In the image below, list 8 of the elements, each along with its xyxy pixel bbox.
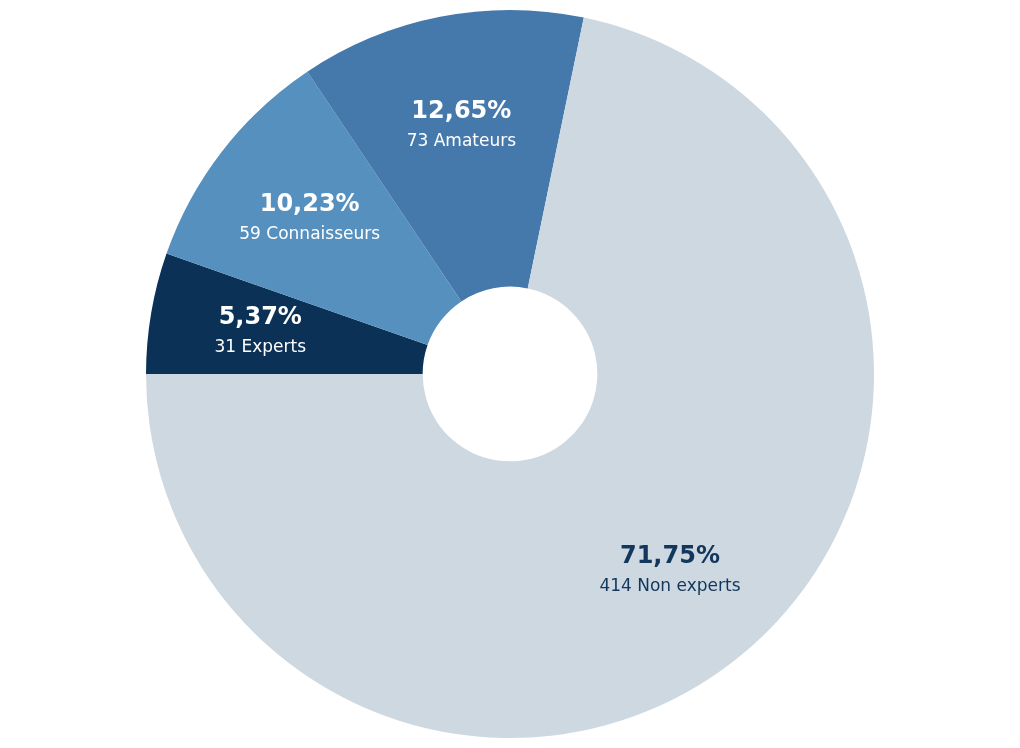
data-label: 5,37%: [218, 301, 302, 330]
slice-label: 31 Experts: [214, 335, 307, 356]
data-label: 10,23%: [259, 189, 360, 218]
slice-label: 414 Non experts: [599, 574, 741, 595]
data-label: 71,75%: [619, 540, 720, 569]
slice-label: 73 Amateurs: [406, 129, 517, 150]
data-label: 12,65%: [411, 95, 512, 124]
slice-label: 59 Connaisseurs: [239, 223, 381, 244]
